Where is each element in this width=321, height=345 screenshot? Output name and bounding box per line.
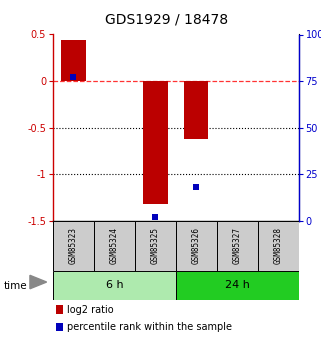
- Bar: [257, 221, 299, 271]
- Text: GSM85325: GSM85325: [151, 227, 160, 264]
- Bar: [176, 271, 299, 300]
- Text: GSM85328: GSM85328: [273, 227, 282, 264]
- Point: [71, 75, 76, 80]
- Text: time: time: [3, 281, 27, 290]
- Text: GSM85324: GSM85324: [110, 227, 119, 264]
- Text: log2 ratio: log2 ratio: [67, 305, 114, 315]
- Text: GSM85326: GSM85326: [192, 227, 201, 264]
- Bar: [135, 221, 176, 271]
- Text: 6 h: 6 h: [106, 280, 123, 290]
- Bar: [143, 81, 168, 204]
- Bar: [217, 221, 257, 271]
- Bar: [184, 81, 209, 139]
- Text: GDS1929 / 18478: GDS1929 / 18478: [105, 12, 229, 26]
- Text: 24 h: 24 h: [225, 280, 249, 290]
- Polygon shape: [30, 275, 47, 289]
- Point: [194, 185, 199, 190]
- Bar: [61, 40, 86, 81]
- Bar: [53, 221, 94, 271]
- Bar: [53, 271, 176, 300]
- Bar: [94, 221, 135, 271]
- Text: GSM85323: GSM85323: [69, 227, 78, 264]
- Text: percentile rank within the sample: percentile rank within the sample: [67, 322, 232, 332]
- Bar: [176, 221, 217, 271]
- Text: GSM85327: GSM85327: [233, 227, 242, 264]
- Point: [153, 214, 158, 220]
